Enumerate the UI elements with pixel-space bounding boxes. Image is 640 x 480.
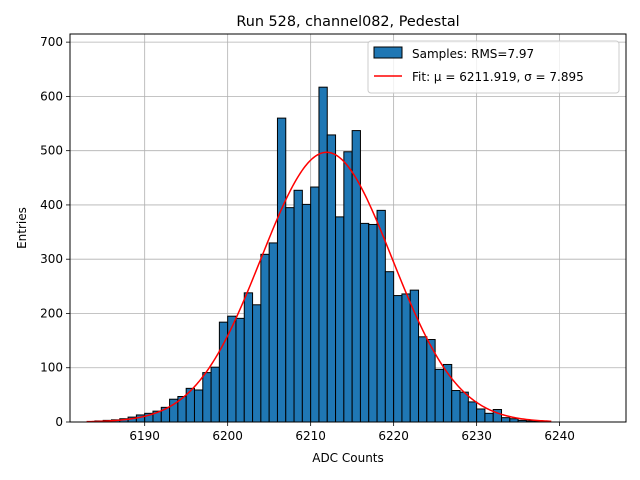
y-axis-ticks: 0 100 200 300 400 500 600 700 xyxy=(40,35,70,429)
histogram-bar xyxy=(285,207,295,423)
x-tick-label: 6200 xyxy=(212,429,243,443)
y-tick-label: 600 xyxy=(40,89,63,103)
legend-box xyxy=(367,40,620,94)
histogram-bar xyxy=(210,366,220,423)
y-tick-label: 700 xyxy=(40,35,63,49)
histogram-bar xyxy=(376,209,386,423)
histogram-bar xyxy=(310,186,320,423)
histogram-bar xyxy=(193,389,204,423)
histogram-bar xyxy=(343,151,353,423)
histogram-bars xyxy=(94,86,544,423)
histogram-bar xyxy=(393,295,403,423)
x-tick-label: 6220 xyxy=(378,429,409,443)
y-tick-label: 500 xyxy=(40,144,63,158)
y-tick-label: 100 xyxy=(40,361,63,375)
histogram-bar xyxy=(268,242,278,423)
gaussian-fit-curve xyxy=(86,151,552,423)
chart-title: Run 528, channel082, Pedestal xyxy=(236,14,459,30)
legend: Samples: RMS=7.97 Fit: μ = 6211.919, σ =… xyxy=(367,40,620,94)
histogram-bar xyxy=(359,222,370,423)
histogram-bar xyxy=(301,203,312,423)
histogram-bar xyxy=(318,86,328,423)
histogram-bar xyxy=(252,304,262,423)
x-axis-label: ADC Counts xyxy=(312,451,384,465)
histogram-bar xyxy=(418,336,428,423)
histogram-bar xyxy=(260,253,270,423)
histogram-bar xyxy=(293,189,303,423)
histogram-bar xyxy=(476,408,486,423)
histogram-bar xyxy=(326,134,337,423)
histogram-bar xyxy=(434,368,444,423)
histogram-bar xyxy=(368,223,378,423)
fit-curve-layer xyxy=(86,151,552,423)
y-tick-label: 300 xyxy=(40,252,63,266)
x-axis-ticks: 6190 6200 6210 6220 6230 6240 xyxy=(129,422,575,443)
histogram-bar xyxy=(501,417,511,423)
histogram-bar xyxy=(451,390,461,423)
axes-frame xyxy=(69,33,627,423)
histogram-bar xyxy=(384,271,395,423)
y-axis-label: Entries xyxy=(15,207,29,249)
x-tick-label: 6240 xyxy=(544,429,575,443)
histogram-bar xyxy=(409,289,420,423)
histogram-bar xyxy=(276,117,287,423)
x-tick-label: 6210 xyxy=(295,429,326,443)
histogram-bar xyxy=(401,293,411,423)
y-tick-label: 400 xyxy=(40,198,63,212)
histogram-bar xyxy=(235,317,245,423)
histogram-bar xyxy=(243,292,254,423)
y-tick-label: 200 xyxy=(40,306,63,320)
y-tick-label: 0 xyxy=(55,415,63,429)
legend-label-samples: Samples: RMS=7.97 xyxy=(412,47,534,61)
histogram-bar xyxy=(467,401,478,423)
legend-swatch-samples xyxy=(373,46,403,59)
histogram-bar xyxy=(202,372,212,423)
x-tick-label: 6190 xyxy=(129,429,160,443)
histogram-bar xyxy=(335,216,345,423)
histogram-bar xyxy=(459,391,469,423)
x-tick-label: 6230 xyxy=(461,429,492,443)
legend-label-fit: Fit: μ = 6211.919, σ = 7.895 xyxy=(412,70,584,84)
histogram-bar xyxy=(484,412,494,423)
